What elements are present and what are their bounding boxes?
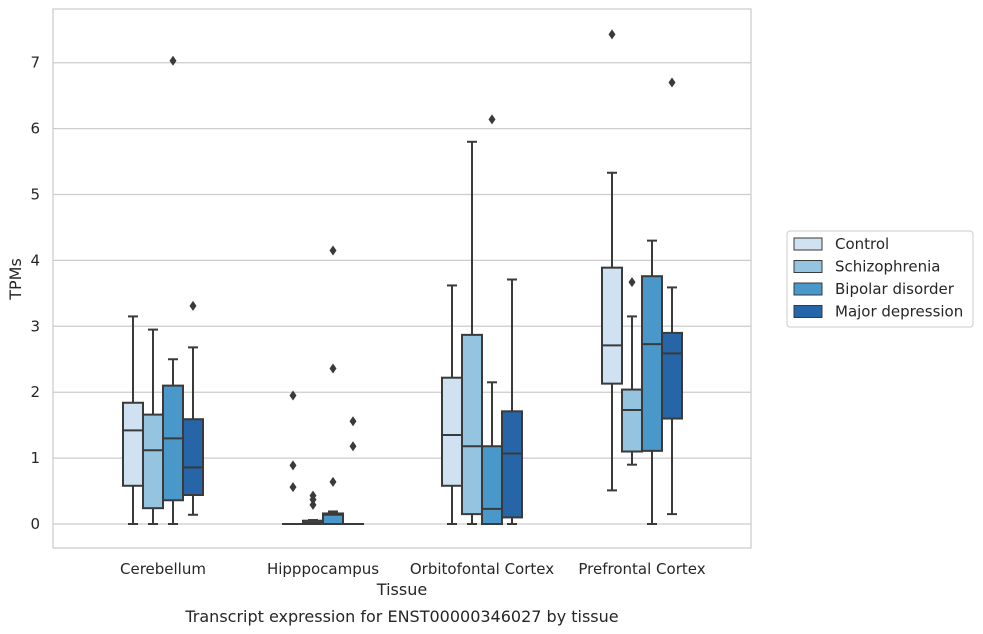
box [621,388,643,453]
y-tick-label: 2 [30,383,40,401]
series-major-depression [182,77,683,526]
outlier-point [169,55,177,66]
box-series-group [122,29,683,526]
y-tick-label: 6 [30,120,40,138]
y-tick-label: 1 [30,449,40,467]
box [641,275,663,452]
box [322,512,344,525]
box [441,376,463,487]
outlier-point [628,277,636,288]
legend-swatch [793,282,823,296]
x-tick-label: Orbitofontal Cortex [410,560,554,578]
box [142,413,164,510]
y-tick-labels: 0 1 2 3 4 5 6 7 [30,54,40,533]
legend-swatch [793,305,823,318]
y-tick-label: 5 [30,186,40,204]
legend-swatch [793,260,823,273]
chart-title: Transcript expression for ENST0000034602… [184,607,618,626]
outlier-point [309,494,317,505]
outlier-point [349,416,357,427]
x-tick-label: Prefrontal Cortex [578,560,705,578]
series-schizophrenia [142,140,643,526]
x-tick-labels: Cerebellum Hipppocampus Orbitofontal Corte… [120,560,706,578]
outlier-point [289,460,297,471]
y-axis-label: TPMs [6,258,25,301]
x-axis-label: Tissue [376,580,427,599]
outlier-point [309,499,317,510]
box [122,401,144,487]
outlier-point [329,363,337,374]
legend-swatch [793,237,823,251]
y-tick-label: 4 [30,251,40,269]
box [461,333,483,516]
legend-frame [786,230,974,328]
x-tick-label: Hipppocampus [267,560,379,578]
plot-frame [52,8,752,549]
series-bipolar-disorder [162,55,663,526]
legend-label: Bipolar disorder [835,280,955,298]
box [182,418,204,497]
outlier-point [329,476,337,487]
legend-label: Control [835,235,889,253]
outlier-point [289,482,297,493]
box [601,266,623,385]
outlier-point [329,245,337,256]
box [661,331,683,420]
legend-label: Schizophrenia [835,258,940,276]
y-tick-label: 3 [30,317,40,335]
y-tick-label: 0 [30,515,40,533]
box [481,445,503,526]
outlier-point [289,390,297,401]
legend-label: Major depression [835,303,963,321]
outlier-point [189,300,197,311]
outlier-point [349,441,357,452]
series-control [122,29,623,526]
outlier-point [488,114,496,125]
legend: Control Schizophrenia Bipolar disorder Majo… [786,230,974,328]
outlier-point [668,77,676,88]
outlier-point [608,29,616,40]
box [162,384,184,502]
x-tick-label: Cerebellum [120,560,206,578]
y-tick-label: 7 [30,54,40,72]
box [501,410,523,519]
